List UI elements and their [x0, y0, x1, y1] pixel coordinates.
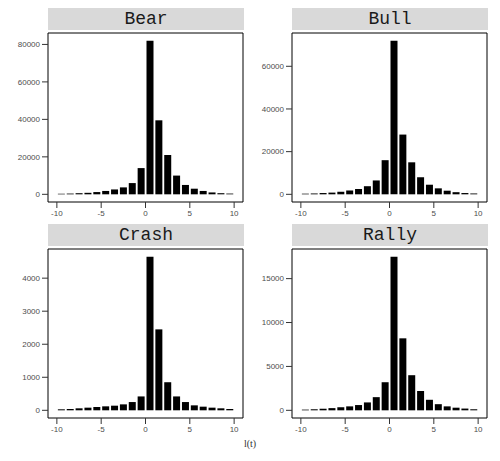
svg-text:0: 0 [36, 190, 41, 199]
html-text:l(t): l(t) [243, 438, 257, 449]
svg-text:40000: 40000 [262, 105, 285, 114]
svg-text:5000: 5000 [266, 362, 284, 371]
svg-text:0: 0 [280, 406, 285, 415]
svg-text:10: 10 [230, 209, 239, 218]
svg-text:20000: 20000 [262, 147, 285, 156]
svg-text:60000: 60000 [262, 62, 285, 71]
svg-text:80000: 80000 [18, 40, 41, 49]
svg-text:0: 0 [36, 406, 41, 415]
html-text:Bear: Bear [124, 9, 168, 29]
svg-text:2000: 2000 [22, 340, 40, 349]
svg-text:0: 0 [143, 209, 148, 218]
svg-text:-10: -10 [295, 209, 307, 218]
svg-text:-10: -10 [295, 425, 307, 434]
svg-text:15000: 15000 [262, 274, 285, 283]
html-text:Bull: Bull [368, 9, 412, 29]
svg-text:10: 10 [474, 209, 483, 218]
svg-text:5: 5 [188, 209, 193, 218]
svg-text:10: 10 [474, 425, 483, 434]
svg-text:-5: -5 [98, 209, 106, 218]
svg-text:5: 5 [188, 425, 193, 434]
svg-text:0: 0 [387, 425, 392, 434]
svg-text:0: 0 [280, 190, 285, 199]
svg-text:60000: 60000 [18, 78, 41, 87]
svg-text:40000: 40000 [18, 115, 41, 124]
html-text:Crash: Crash [119, 225, 173, 245]
svg-text:-10: -10 [51, 425, 63, 434]
svg-text:20000: 20000 [18, 153, 41, 162]
svg-text:3000: 3000 [22, 307, 40, 316]
svg-text:-5: -5 [342, 425, 350, 434]
svg-text:10: 10 [230, 425, 239, 434]
svg-text:-5: -5 [342, 209, 350, 218]
svg-text:5: 5 [432, 425, 437, 434]
svg-text:-10: -10 [51, 209, 63, 218]
svg-text:4000: 4000 [22, 274, 40, 283]
svg-text:0: 0 [387, 209, 392, 218]
svg-text:10000: 10000 [262, 318, 285, 327]
svg-text:0: 0 [143, 425, 148, 434]
html-text:Rally: Rally [363, 225, 417, 245]
svg-text:1000: 1000 [22, 373, 40, 382]
svg-text:-5: -5 [98, 425, 106, 434]
svg-text:5: 5 [432, 209, 437, 218]
